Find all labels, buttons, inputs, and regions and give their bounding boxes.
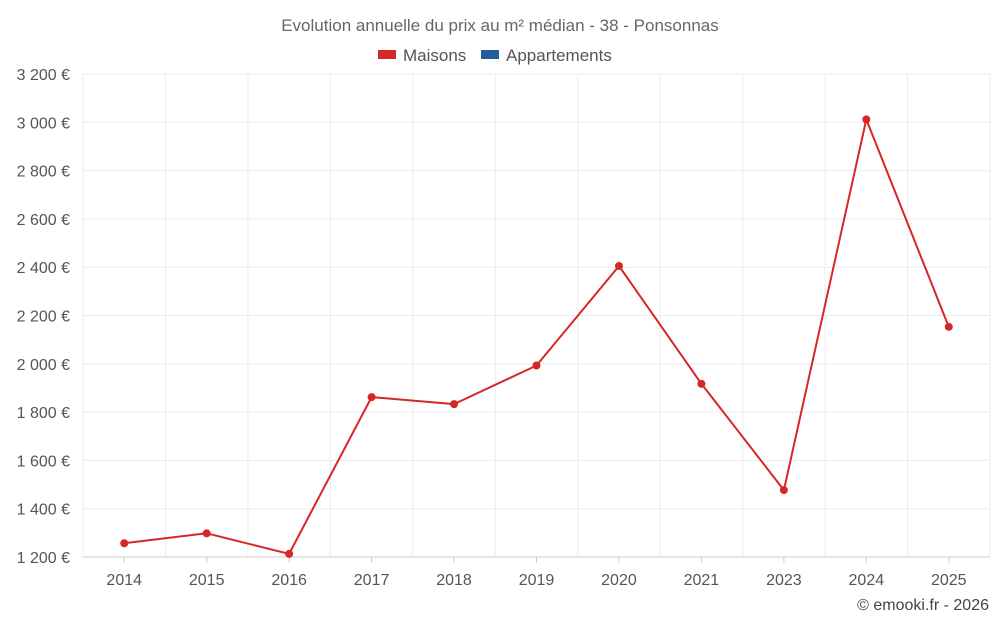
x-tick-label: 2024 <box>849 572 885 589</box>
data-point-maisons[interactable] <box>779 486 788 495</box>
y-tick-label: 2 000 € <box>17 357 70 374</box>
chart-title: Evolution annuelle du prix au m² médian … <box>281 16 719 35</box>
legend-item-appartements[interactable]: Appartements <box>481 46 612 65</box>
y-tick-label: 2 600 € <box>17 212 70 229</box>
data-point-maisons[interactable] <box>120 539 129 548</box>
legend: Maisons Appartements <box>378 46 612 65</box>
data-point-maisons[interactable] <box>367 393 376 402</box>
x-tick-label: 2018 <box>436 572 472 589</box>
data-point-maisons[interactable] <box>862 115 871 124</box>
data-point-maisons[interactable] <box>944 322 953 331</box>
y-tick-label: 1 200 € <box>17 550 70 567</box>
x-tick-label: 2014 <box>106 572 142 589</box>
x-tick-label: 2017 <box>354 572 390 589</box>
y-tick-label: 1 600 € <box>17 453 70 470</box>
grid <box>82 73 991 558</box>
x-tick-label: 2019 <box>519 572 555 589</box>
y-tick-label: 3 200 € <box>17 67 70 84</box>
data-point-maisons[interactable] <box>450 400 459 409</box>
series-maisons <box>120 115 953 558</box>
legend-label-maisons: Maisons <box>403 46 466 65</box>
legend-swatch-maisons <box>378 50 396 59</box>
y-axis: 1 200 € 1 400 € 1 600 € 1 800 € 2 000 € 2 200… <box>17 67 70 567</box>
legend-label-appartements: Appartements <box>506 46 612 65</box>
x-tick-label: 2025 <box>931 572 967 589</box>
y-tick-label: 3 000 € <box>17 115 70 132</box>
data-point-maisons[interactable] <box>697 379 706 388</box>
data-point-maisons[interactable] <box>532 361 541 370</box>
y-tick-label: 1 400 € <box>17 502 70 519</box>
x-tick-label: 2020 <box>601 572 637 589</box>
x-tick-label: 2023 <box>766 572 802 589</box>
y-tick-label: 1 800 € <box>17 405 70 422</box>
y-tick-label: 2 400 € <box>17 260 70 277</box>
data-point-maisons[interactable] <box>614 261 623 270</box>
y-tick-label: 2 800 € <box>17 164 70 181</box>
x-tick-label: 2015 <box>189 572 225 589</box>
y-tick-label: 2 200 € <box>17 309 70 326</box>
legend-item-maisons[interactable]: Maisons <box>378 46 466 65</box>
x-tick-label: 2016 <box>271 572 307 589</box>
legend-swatch-appartements <box>481 50 499 59</box>
data-point-maisons[interactable] <box>285 549 294 558</box>
credit-text: © emooki.fr - 2026 <box>857 597 989 614</box>
x-axis: 2014 2015 2016 2017 2018 2019 2020 2021 2023 2024… <box>106 557 967 589</box>
data-point-maisons[interactable] <box>202 529 211 538</box>
x-tick-label: 2021 <box>684 572 720 589</box>
